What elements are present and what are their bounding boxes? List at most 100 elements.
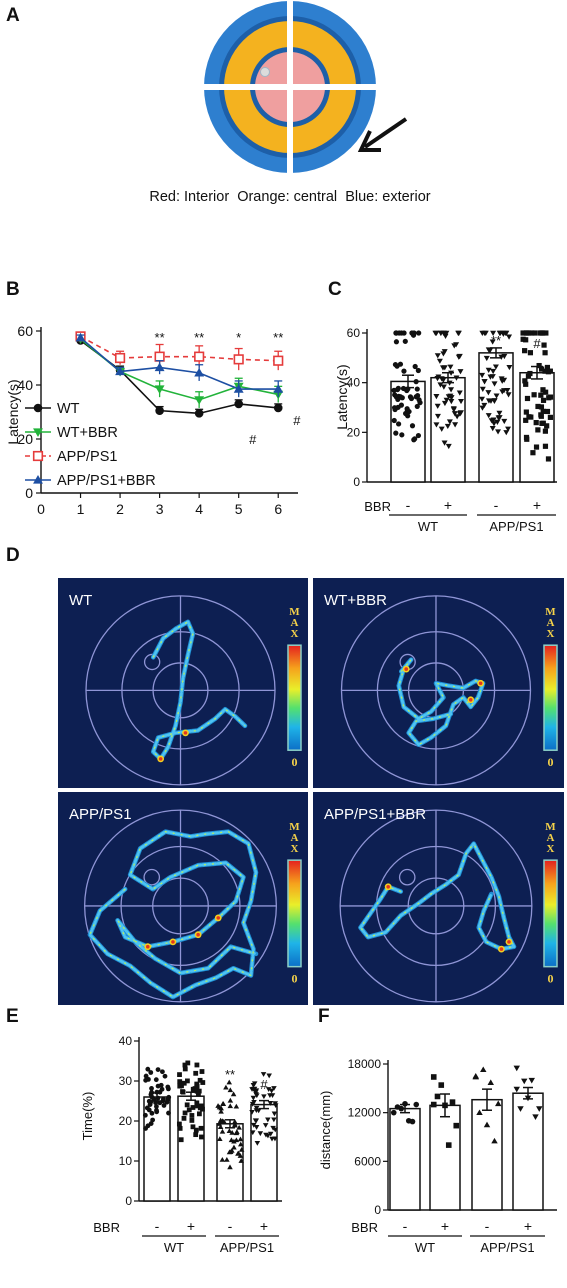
e-bar-group: [176, 1060, 206, 1202]
track-hotspot-core: [171, 940, 175, 944]
c-data-point: [538, 366, 545, 372]
b-legend-item: WT: [25, 401, 80, 417]
e-bbr-row-label: BBR: [93, 1220, 120, 1235]
b-legend-item: WT+BBR: [25, 425, 118, 441]
c-data-point: [485, 413, 492, 419]
e-data-point: [178, 1137, 184, 1143]
e-data-point: [217, 1136, 223, 1142]
f-bbr-sign: +: [441, 1218, 449, 1234]
c-data-point: [506, 364, 513, 371]
panel-f: F distance(mm) 0 6000 12000 18000 BBR - + - + WT A…: [318, 1006, 557, 1255]
c-y-tick-label: 0: [353, 475, 360, 489]
c-data-point: [457, 369, 464, 375]
e-data-point: [229, 1147, 235, 1153]
e-bar: [143, 1096, 171, 1202]
c-data-point: [501, 418, 508, 425]
e-data-point: [218, 1108, 224, 1114]
c-data-point: [523, 337, 529, 343]
c-data-point: [399, 432, 405, 438]
f-data-point: [487, 1079, 494, 1086]
e-data-point: [190, 1124, 196, 1130]
b-data-point: [154, 351, 165, 362]
e-data-point: [182, 1066, 188, 1072]
heatmap-tile-label: APP/PS1: [69, 806, 132, 823]
c-data-point: [524, 395, 531, 402]
e-data-point: [220, 1101, 226, 1106]
e-data-point: [233, 1103, 240, 1109]
c-data-point: [543, 330, 549, 336]
e-data-point: [158, 1082, 164, 1088]
c-data-point: [395, 385, 401, 391]
e-data-point: [271, 1086, 277, 1091]
c-data-point: [543, 389, 549, 395]
c-data-point: [542, 368, 548, 374]
b-legend-label: APP/PS1: [57, 449, 117, 465]
c-data-point: [485, 367, 492, 374]
c-data-point: [450, 407, 457, 413]
c-data-point: [529, 330, 535, 336]
e-data-point: [180, 1089, 185, 1094]
c-data-point: [414, 403, 420, 410]
c-data-point: [503, 330, 510, 336]
c-data-point: [409, 423, 416, 429]
e-data-point: [269, 1093, 276, 1099]
c-data-point: [530, 450, 536, 456]
e-data-point: [238, 1141, 244, 1147]
track-hotspot-core: [478, 681, 483, 686]
e-data-point: [154, 1107, 159, 1113]
c-data-point: [401, 330, 407, 336]
f-y-tick-label: 0: [374, 1203, 381, 1217]
c-bbr-sign: -: [494, 497, 499, 513]
c-data-point: [499, 378, 506, 384]
e-data-point: [266, 1073, 272, 1079]
b-significance-mark: #: [293, 413, 301, 428]
e-data-point: [193, 1070, 199, 1076]
c-data-point: [393, 339, 400, 345]
c-data-point: [533, 444, 540, 450]
b-x-tick-label: 2: [116, 501, 124, 517]
e-data-point: [230, 1091, 237, 1097]
f-data-point: [445, 1142, 452, 1148]
c-data-point: [522, 348, 528, 354]
e-data-point: [271, 1117, 277, 1123]
e-data-point: [200, 1080, 206, 1085]
b-data-point: [154, 385, 165, 394]
colorbar-max-letter: A: [547, 832, 555, 844]
panel-b-series: [75, 331, 284, 418]
c-data-point: [440, 377, 447, 383]
e-data-point: [196, 1111, 202, 1117]
b-data-point: [194, 367, 205, 377]
colorbar-min-label: 0: [292, 755, 298, 769]
c-data-point: [399, 395, 405, 401]
f-y-tick-label: 12000: [348, 1106, 382, 1120]
colorbar-max-letter: A: [291, 617, 299, 629]
c-data-point: [544, 423, 550, 429]
f-data-point: [390, 1109, 397, 1116]
heatmap-tile-app-ps1: APP/PS1 MAX 0: [58, 792, 308, 1005]
e-data-point: [149, 1090, 154, 1095]
b-significance-mark: #: [249, 432, 257, 447]
e-data-point: [142, 1112, 148, 1118]
e-data-point: [162, 1073, 168, 1079]
heatmap-tile-label: APP/PS1+BBR: [324, 806, 426, 823]
c-data-point: [494, 419, 501, 425]
f-bar-group: [512, 1065, 544, 1211]
c-data-point: [496, 410, 503, 416]
c-data-point: [400, 385, 407, 392]
heatmap-tile-wt-bbr: WT+BBR MAX 0: [313, 578, 564, 788]
c-data-point: [531, 392, 537, 398]
e-data-point: [177, 1125, 183, 1131]
b-series-line: [80, 337, 279, 390]
panel-c-label: C: [328, 279, 342, 300]
e-significance-mark: **: [225, 1067, 235, 1082]
e-data-point: [236, 1124, 242, 1130]
e-data-point: [250, 1095, 257, 1101]
b-significance-mark: **: [155, 330, 165, 345]
e-data-point: [234, 1129, 240, 1134]
e-data-point: [226, 1079, 232, 1085]
c-significance-mark: #: [533, 336, 541, 351]
e-data-point: [238, 1146, 245, 1152]
panel-f-label: F: [318, 1006, 330, 1027]
f-bbr-sign: -: [403, 1218, 408, 1234]
c-data-point: [409, 330, 415, 336]
